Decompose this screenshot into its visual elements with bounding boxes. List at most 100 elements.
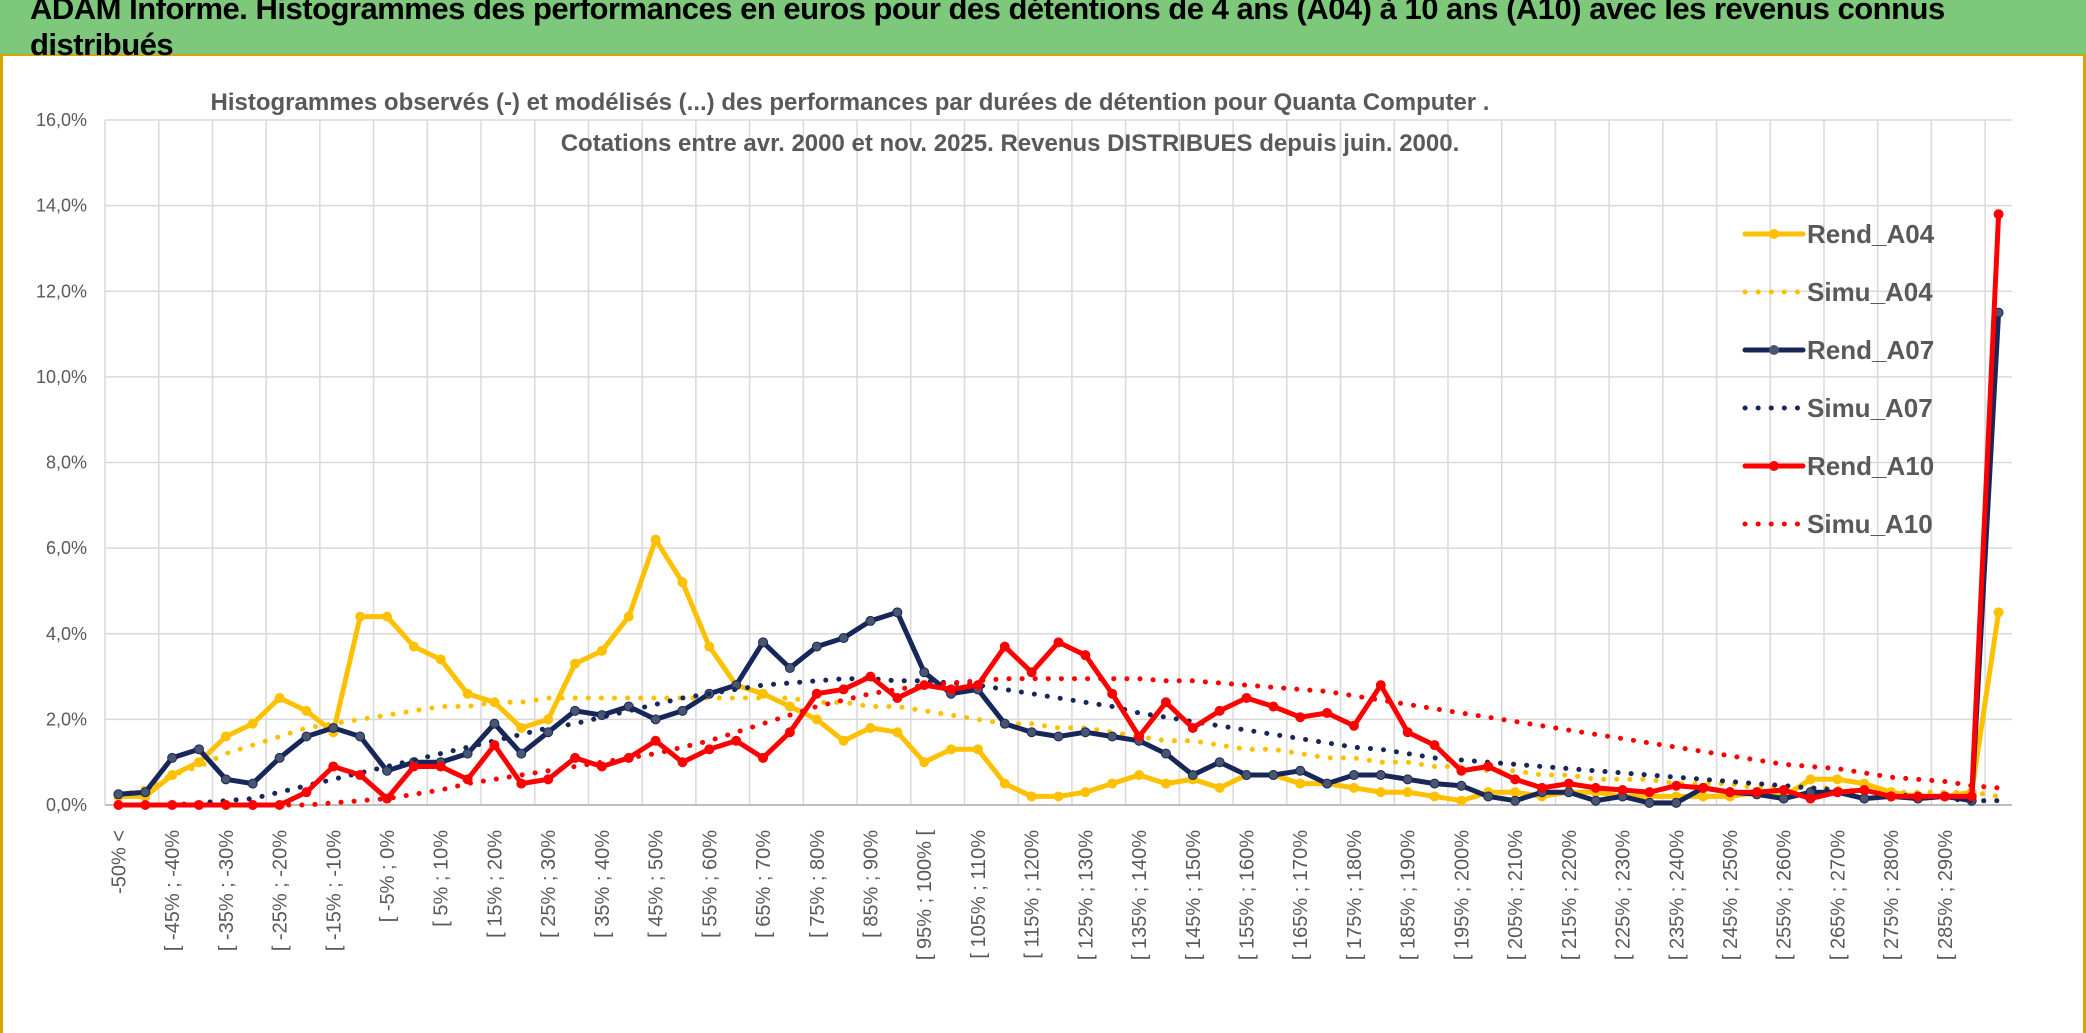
x-tick-label: [ 205% ; 210% xyxy=(1505,830,1527,960)
y-tick-label: 10,0% xyxy=(36,367,87,387)
data-point xyxy=(516,722,527,733)
y-tick-label: 12,0% xyxy=(36,281,87,301)
data-point xyxy=(1214,782,1225,793)
x-tick-label: [ 215% ; 220% xyxy=(1559,830,1581,960)
chart-subtitle: Cotations entre avr. 2000 et nov. 2025. … xyxy=(561,130,1460,157)
data-point xyxy=(1859,785,1870,796)
x-tick-label: [ 115% ; 120% xyxy=(1022,830,1044,959)
x-axis-ticks: -50% < [ -45% ; -40% [ -35% ; -30% [ -25% ;… xyxy=(108,830,1956,961)
data-point xyxy=(301,705,312,716)
x-tick-label: [ 15% ; 20% xyxy=(484,830,506,938)
data-point xyxy=(1402,774,1413,785)
data-point xyxy=(167,752,178,763)
x-tick-label: [ 125% ; 130% xyxy=(1075,830,1097,960)
data-point xyxy=(274,752,285,763)
y-tick-label: 4,0% xyxy=(46,624,87,644)
x-tick-label: [ -25% ; -20% xyxy=(270,830,292,951)
data-point xyxy=(1295,712,1306,723)
data-point xyxy=(408,761,419,772)
data-point xyxy=(435,761,446,772)
data-point xyxy=(301,787,312,798)
legend-label: Simu_A04 xyxy=(1807,277,1933,307)
data-point xyxy=(1456,765,1467,776)
data-point xyxy=(1295,778,1306,789)
x-tick-label: [ 225% ; 230% xyxy=(1613,830,1635,960)
data-point xyxy=(999,641,1010,652)
data-point xyxy=(838,684,849,695)
data-point xyxy=(1214,757,1225,768)
data-point xyxy=(1026,791,1037,802)
data-point xyxy=(543,714,554,725)
x-tick-label: [ 55% ; 60% xyxy=(699,830,721,938)
data-point xyxy=(570,658,581,669)
data-point xyxy=(1402,727,1413,738)
data-point xyxy=(865,722,876,733)
data-point xyxy=(489,718,500,729)
data-point xyxy=(1563,778,1574,789)
data-point xyxy=(1510,795,1521,806)
data-point xyxy=(811,714,822,725)
data-point xyxy=(677,757,688,768)
x-tick-label: [ 185% ; 190% xyxy=(1398,830,1420,960)
data-point xyxy=(946,684,957,695)
data-point xyxy=(677,705,688,716)
data-point xyxy=(1268,701,1279,712)
data-point xyxy=(1859,793,1870,804)
x-tick-label: [ -15% ; -10% xyxy=(323,830,345,951)
data-point xyxy=(650,735,661,746)
data-point xyxy=(1832,774,1843,785)
data-point xyxy=(543,774,554,785)
data-point xyxy=(677,577,688,588)
data-point xyxy=(1026,727,1037,738)
data-point xyxy=(1187,770,1198,781)
x-tick-label: [ 275% ; 280% xyxy=(1881,830,1903,960)
y-tick-label: 0,0% xyxy=(46,795,87,815)
data-point xyxy=(999,778,1010,789)
x-tick-label: [ 255% ; 260% xyxy=(1774,830,1796,960)
data-point xyxy=(1348,782,1359,793)
data-point xyxy=(1698,782,1709,793)
data-point xyxy=(865,615,876,626)
data-point xyxy=(1375,770,1386,781)
data-point xyxy=(516,778,527,789)
data-point xyxy=(1510,787,1521,798)
x-tick-label: [ 65% ; 70% xyxy=(753,830,775,938)
data-point xyxy=(919,667,930,678)
data-point xyxy=(1053,637,1064,648)
data-point xyxy=(462,688,473,699)
x-tick-label: [ 35% ; 40% xyxy=(592,830,614,938)
legend-marker xyxy=(1769,345,1779,355)
data-point xyxy=(355,770,366,781)
data-point xyxy=(355,731,366,742)
data-point xyxy=(1348,720,1359,731)
legend-marker xyxy=(1769,461,1779,471)
data-point xyxy=(1080,727,1091,738)
report-title: ADAM Informe. Histogrammes des performan… xyxy=(0,0,2086,62)
series-line-simu_a04 xyxy=(115,695,2002,799)
data-point xyxy=(328,761,339,772)
data-point xyxy=(1080,787,1091,798)
data-point xyxy=(758,637,769,648)
data-point xyxy=(1805,793,1816,804)
data-point xyxy=(650,534,661,545)
data-point xyxy=(113,789,124,800)
chart-title: Histogrammes observés (-) et modélisés (… xyxy=(211,89,1490,116)
data-point xyxy=(1053,791,1064,802)
legend-label: Simu_A10 xyxy=(1807,509,1933,539)
x-tick-label: [ 75% ; 80% xyxy=(807,830,829,938)
data-point xyxy=(1134,770,1145,781)
data-point xyxy=(1966,791,1977,802)
data-point xyxy=(1536,782,1547,793)
data-point xyxy=(731,735,742,746)
data-point xyxy=(1053,731,1064,742)
x-tick-label: [ 135% ; 140% xyxy=(1129,830,1151,960)
series-lines xyxy=(113,209,2004,810)
data-point xyxy=(758,752,769,763)
data-point xyxy=(650,714,661,725)
data-point xyxy=(140,787,151,798)
data-point xyxy=(382,611,393,622)
data-point xyxy=(1912,791,1923,802)
x-tick-label: [ 165% ; 170% xyxy=(1290,830,1312,960)
y-tick-label: 8,0% xyxy=(46,453,87,473)
